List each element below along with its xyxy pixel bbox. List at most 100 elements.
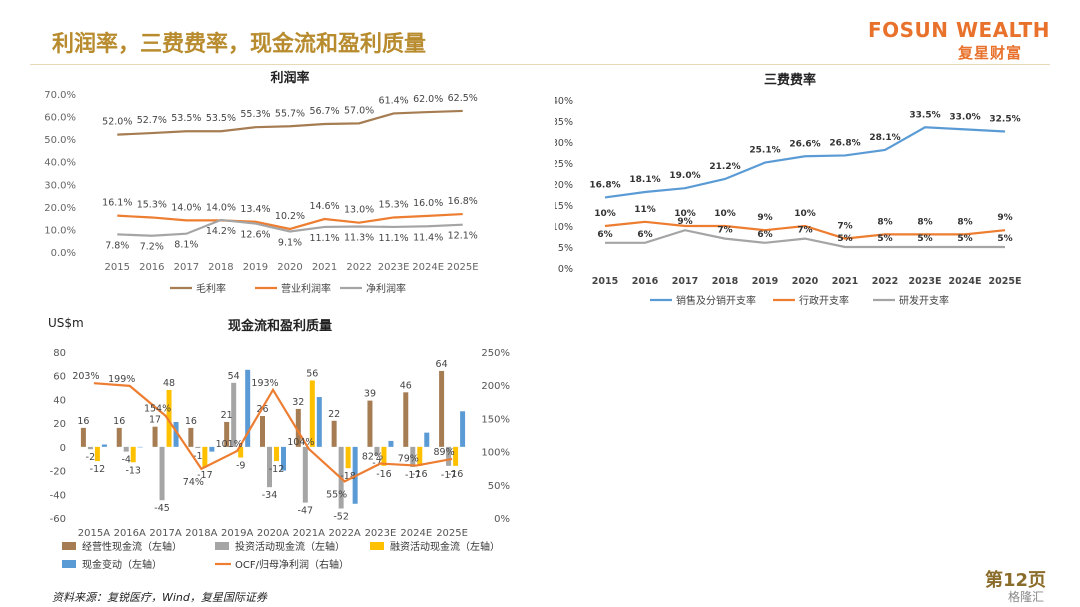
y-tick-label: -60 [50,514,66,525]
x-tick-label: 2025E [989,276,1022,287]
data-label: 53.5% [171,113,201,124]
data-label: 11.1% [309,233,339,244]
series-line-2 [117,212,463,231]
bar-1 [331,420,337,447]
y-tick-label: 0% [558,264,573,275]
y-tick-label: -20 [50,467,66,478]
x-tick-label: 2016 [632,276,659,287]
y-tick-label: 35% [555,117,573,128]
y2-tick-label: 0% [494,514,510,525]
x-tick-label: 2021A [293,528,325,539]
page-title: 利润率，三费费率，现金流和盈利质量 [52,32,427,57]
bar-value-label: -16 [448,469,464,480]
bar-value-label: 32 [292,397,304,408]
bar-value-label: -1 [193,451,202,462]
bar-value-label: -17 [197,470,213,481]
data-label: 55.7% [275,108,305,119]
bar-3 [166,389,172,447]
data-label: 7% [717,226,732,236]
bar-1 [439,370,445,447]
page-number: 第12页 [985,570,1047,591]
data-label: 56.7% [309,106,339,117]
legend-label: 现金变动（左轴） [82,558,162,571]
chart-title: 利润率 [270,70,309,86]
bar-3 [274,446,279,462]
data-label: 11% [634,205,656,215]
x-tick-label: 2023E [378,262,410,273]
ratio-label: 89% [434,447,455,458]
bar-2 [267,446,272,488]
data-label: 14.2% [206,226,236,237]
data-label: 52.0% [102,117,132,128]
y2-tick-label: 100% [481,448,510,459]
data-label: 8% [877,217,892,227]
data-label: 10% [794,209,816,219]
bar-2 [374,446,380,456]
logo-text-en: FOSUN WEALTH [867,18,1050,42]
data-label: 6% [757,230,772,240]
bar-3 [417,446,423,466]
data-label: 5% [957,234,972,244]
data-label: 33.5% [909,110,940,120]
ratio-label: 193% [251,378,278,389]
source-note: 资料来源：复锐医疗，Wind，复星国际证券 [52,591,267,604]
bar-4 [424,432,430,447]
bar-3 [381,446,387,466]
legend-label: 净利润率 [366,282,406,295]
x-tick-label: 2021 [312,262,337,273]
legend-swatch [370,542,384,550]
x-tick-label: 2016 [139,262,164,273]
x-tick-label: 2025E [447,262,479,273]
data-label: 11.4% [413,232,443,243]
cashflow-chart: 现金流和盈利质量 US$m -60 -40 -20 0 20 40 60 80 0% 50% 100% 1… [48,316,510,571]
legend-label: 研发开支率 [899,294,949,307]
bar-value-label: 64 [436,359,448,370]
ratio-label: 82% [362,452,383,463]
bar-2 [87,446,93,450]
bar-value-label: 21 [221,410,233,421]
data-label: 55.3% [240,109,270,120]
x-tick-label: 2023E [365,528,397,539]
bar-value-label: 16 [113,416,125,427]
bar-4 [173,421,179,447]
data-label: 12.1% [448,231,478,242]
series-line-1 [604,126,1006,199]
x-tick-label: 2023E [909,276,942,287]
bar-value-label: -47 [298,506,314,517]
bar-3 [202,446,208,468]
data-label: 15.3% [137,199,167,210]
data-label: 7% [797,226,812,236]
bar-value-label: -17 [441,470,457,481]
logo-text-cn: 复星财富 [957,44,1022,62]
legend-label: 毛利率 [196,282,226,295]
y-tick-label: 0 [60,443,66,454]
x-tick-label: 2020 [792,276,819,287]
x-tick-label: 2018A [185,528,217,539]
data-label: 32.5% [989,115,1020,125]
bar-value-label: 46 [400,380,412,391]
bar-value-label: 39 [364,389,376,400]
x-tick-label: 2017A [149,528,181,539]
legend-label: 投资活动现金流（左轴） [235,540,345,553]
data-label: 9% [677,217,692,227]
data-label: 9% [757,213,772,223]
y-tick-label: 5% [558,243,573,254]
ratio-line [93,382,453,483]
bar-value-label: -18 [340,471,356,482]
bar-1 [152,426,158,447]
x-tick-label: 2022 [346,262,371,273]
x-tick-label: 2025E [436,528,468,539]
y-tick-label: 30% [555,138,573,149]
bar-2 [446,446,452,466]
data-label: 5% [837,234,852,244]
bar-1 [80,427,86,447]
data-label: 8% [957,217,972,227]
y-tick-label: 40 [53,395,66,406]
bar-value-label: 48 [163,378,175,389]
data-label: 62.0% [413,94,443,105]
bar-value-label: 56 [306,368,318,379]
bar-4 [209,446,215,452]
bar-2 [159,446,165,501]
bar-4 [316,397,322,447]
bar-3 [130,446,136,463]
